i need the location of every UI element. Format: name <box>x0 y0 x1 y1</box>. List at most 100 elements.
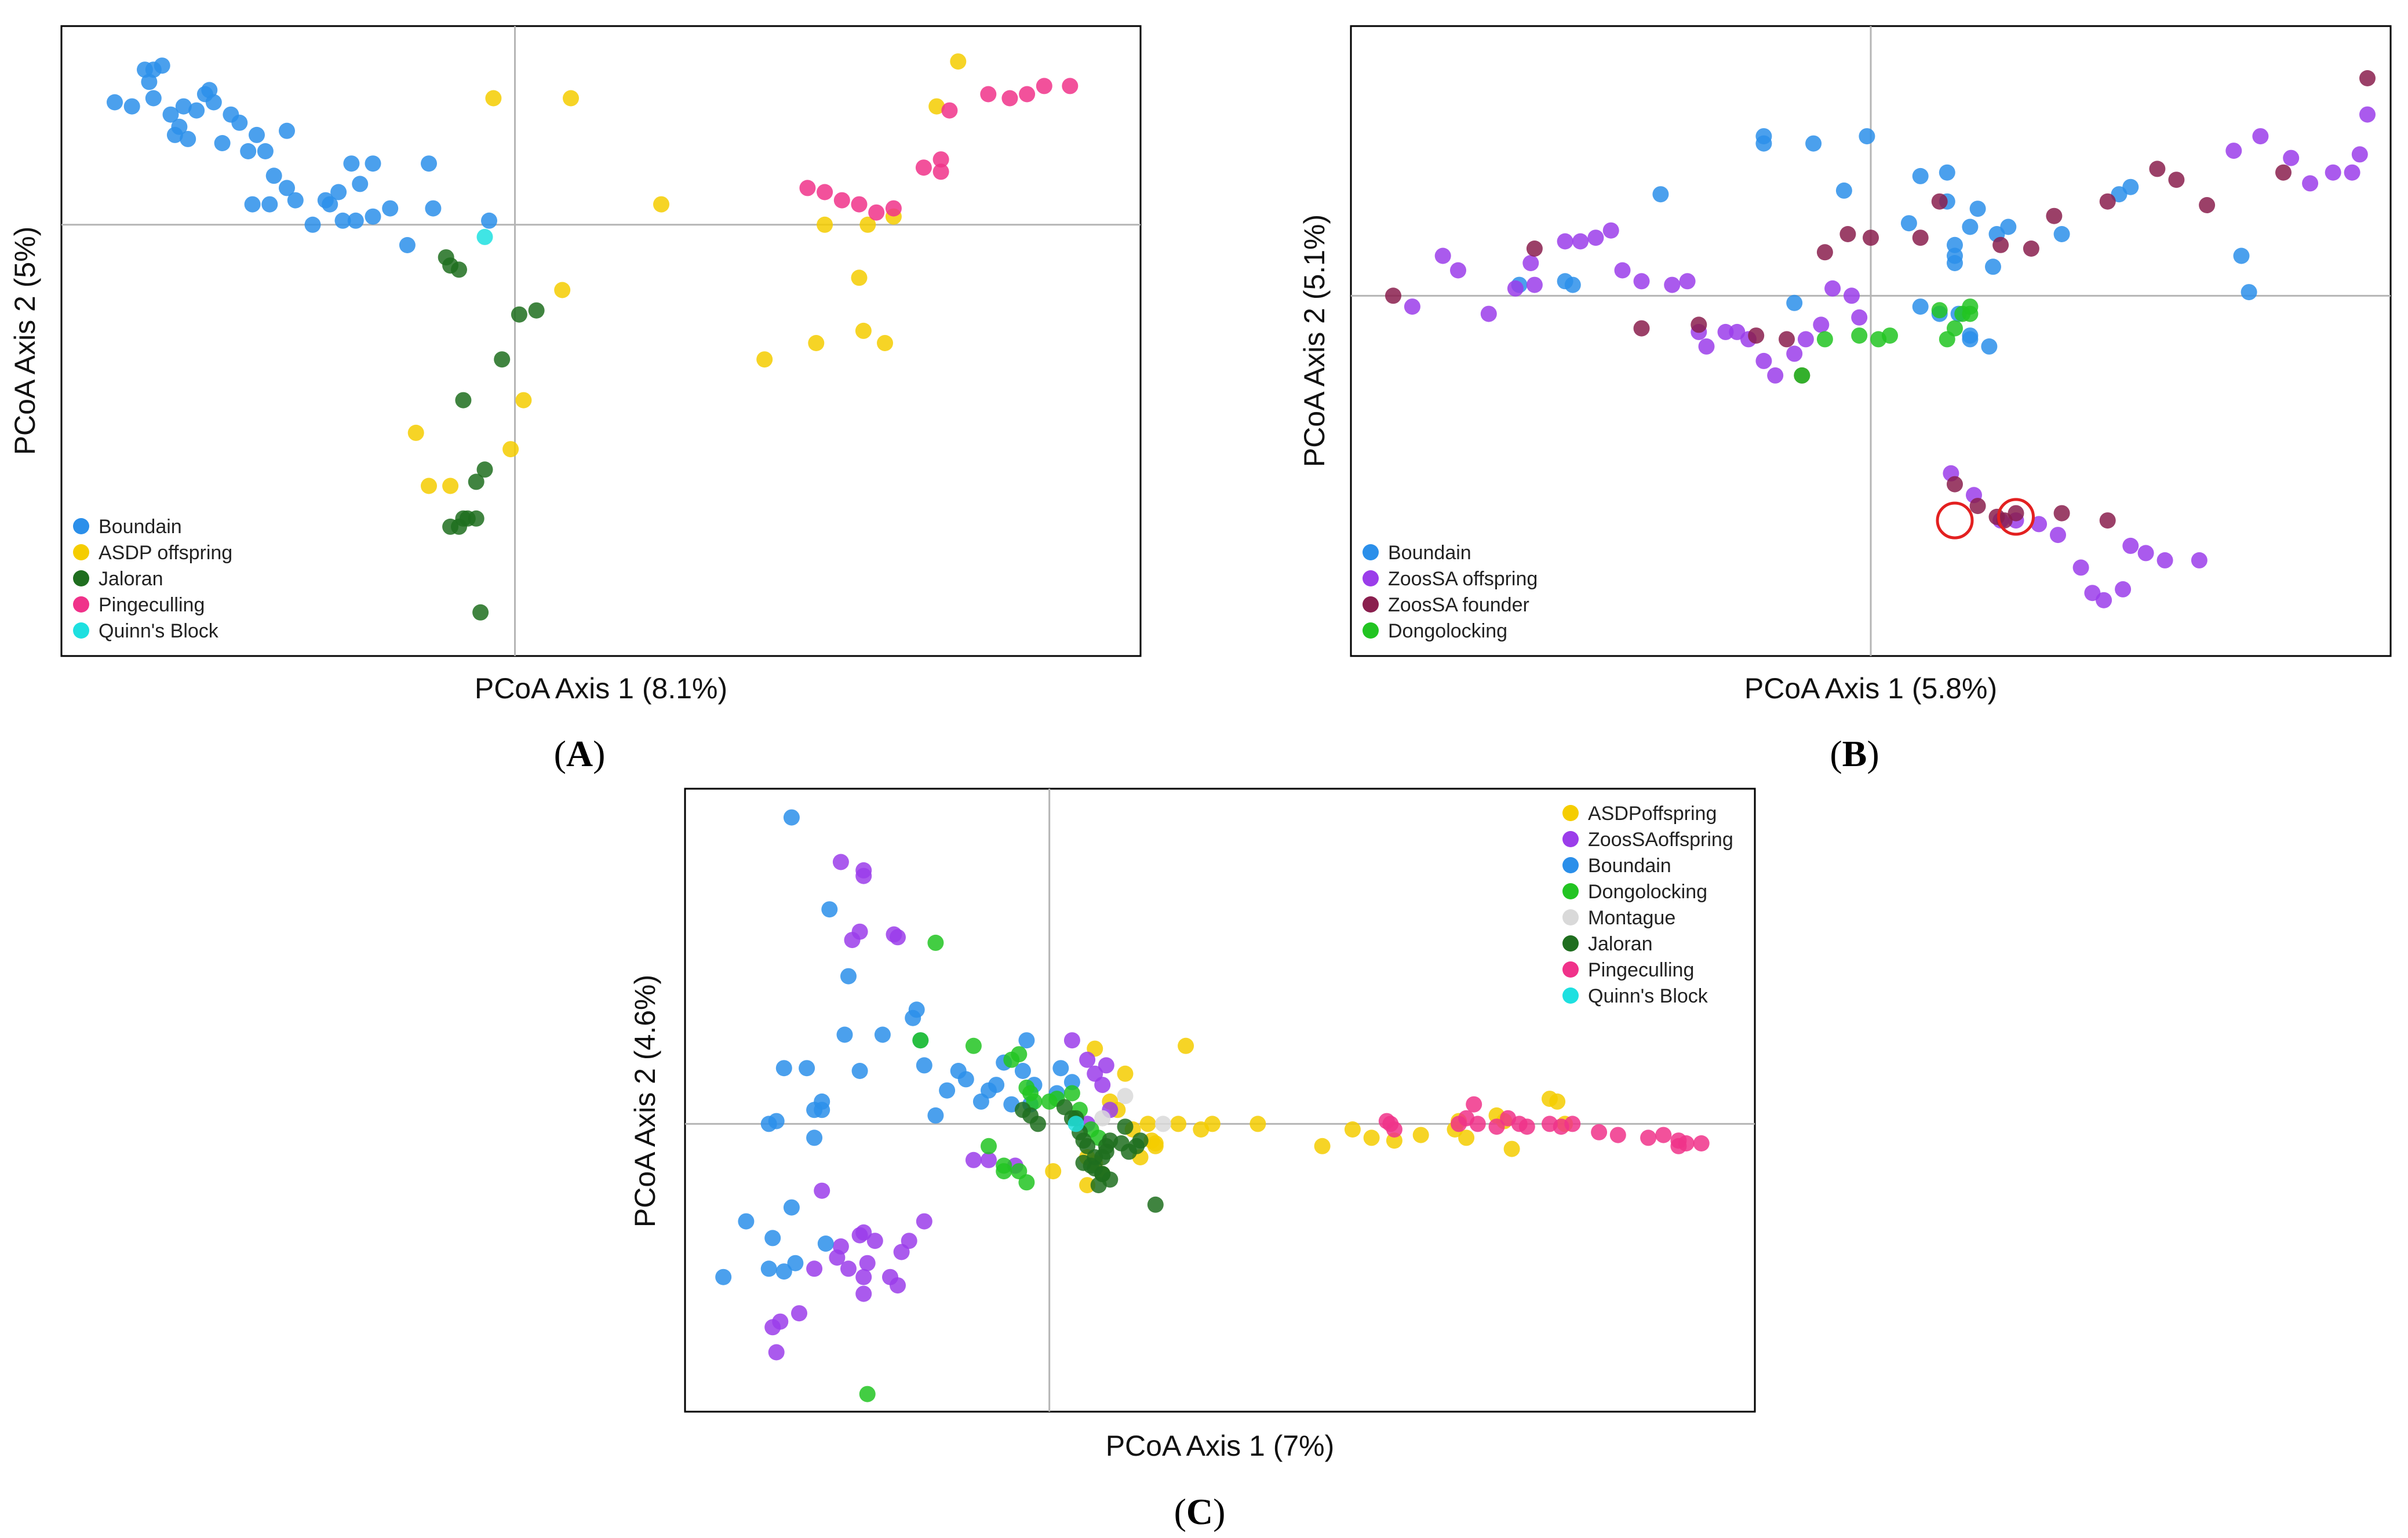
point-pingeculling <box>1062 78 1079 94</box>
series-zoossa-founder-b <box>1385 70 2376 529</box>
point-jaloran <box>1132 1132 1149 1149</box>
point-pingeculling <box>833 192 850 209</box>
legend-label-jaloran: Jaloran <box>99 568 163 590</box>
point-zoossa-offspring <box>1717 323 1734 340</box>
point-boundain <box>330 184 347 201</box>
point-zoossaoffspring <box>1079 1051 1096 1068</box>
point-zoossa-founder <box>2359 70 2376 86</box>
point-jaloran <box>1075 1154 1092 1171</box>
legend-label-zoossaoffspring: ZoosSAoffspring <box>1588 829 1733 851</box>
point-boundain <box>939 1082 956 1099</box>
point-zoossa-offspring <box>2122 537 2139 554</box>
point-boundain <box>874 1026 891 1043</box>
point-boundain <box>347 212 364 229</box>
point-zoossa-offspring <box>1767 367 1784 384</box>
point-zoossa-offspring <box>2137 545 2154 562</box>
point-boundain <box>821 901 838 918</box>
point-zoossa-offspring <box>1786 345 1803 362</box>
point-boundain <box>840 968 857 985</box>
point-boundain <box>123 98 140 115</box>
point-zoossa-founder <box>2275 164 2292 181</box>
point-zoossaoffspring <box>1094 1077 1111 1094</box>
point-zoossa-offspring <box>2191 552 2207 568</box>
point-jaloran <box>1147 1196 1164 1213</box>
x-axis-title-a: PCoA Axis 1 (8.1%) <box>475 672 727 705</box>
point-asdp-offspring <box>817 216 833 233</box>
point-asdp-offspring <box>485 90 502 107</box>
legend-swatch-quinn-s-block <box>73 622 89 639</box>
series-zoossa-offspring-b <box>1404 106 2376 608</box>
point-zoossaoffspring <box>772 1313 789 1330</box>
point-boundain <box>244 196 261 213</box>
point-jaloran <box>528 302 545 319</box>
point-asdpoffspring <box>1079 1177 1096 1194</box>
panel-label-b: (B) <box>1830 733 1879 774</box>
point-zoossa-offspring <box>1434 247 1451 264</box>
point-boundain <box>1835 182 1852 199</box>
point-boundain <box>1985 258 2001 275</box>
point-zoossa-founder <box>2053 505 2070 522</box>
point-boundain <box>188 102 205 119</box>
point-boundain <box>1652 186 1669 203</box>
point-asdpoffspring <box>1178 1037 1194 1054</box>
point-zoossa-founder <box>2023 240 2039 257</box>
point-boundain <box>154 57 170 74</box>
legend-swatch-asdpoffspring <box>1562 805 1579 821</box>
point-zoossa-offspring <box>1851 309 1868 326</box>
point-zoossa-founder <box>2099 512 2116 529</box>
point-jaloran <box>1030 1116 1046 1132</box>
point-boundain <box>916 1057 932 1074</box>
highlight-circle <box>1936 501 1974 540</box>
point-pingeculling <box>1693 1135 1710 1151</box>
point-zoossa-founder <box>2149 161 2166 177</box>
point-zoossa-founder <box>2099 193 2116 210</box>
point-zoossa-offspring <box>2283 150 2300 166</box>
point-zoossa-offspring <box>2344 164 2360 181</box>
point-boundain <box>304 216 321 233</box>
legend-label-boundain: Boundain <box>99 516 182 538</box>
point-pingeculling <box>980 86 997 103</box>
point-boundain <box>261 196 278 213</box>
point-dongolocking <box>1962 298 1979 315</box>
legend-swatch-pingeculling <box>1562 961 1579 978</box>
legend-swatch-boundain <box>1562 857 1579 873</box>
point-pingeculling <box>941 102 958 119</box>
point-boundain <box>265 167 282 184</box>
point-asdpoffspring <box>1412 1127 1429 1143</box>
legend-label-dongolocking: Dongolocking <box>1388 620 1507 642</box>
series-jaloran-a <box>438 249 545 621</box>
legend-label-zoossa-founder: ZoosSA founder <box>1388 594 1529 616</box>
series-pingeculling-a <box>799 78 1079 221</box>
legend-label-quinn-s-block: Quinn's Block <box>1588 985 1708 1007</box>
point-asdpoffspring <box>1549 1093 1566 1110</box>
point-zoossa-offspring <box>1664 276 1681 293</box>
point-boundain <box>851 1063 868 1079</box>
point-zoossaoffspring <box>890 1277 906 1294</box>
point-zoossa-offspring <box>1679 273 1696 290</box>
point-dongolocking <box>981 1138 997 1154</box>
legend-b: Boundain ZoosSA offspring ZoosSA founder Do… <box>1363 542 1538 642</box>
point-zoossa-founder <box>1969 498 1986 515</box>
point-zoossa-offspring <box>1844 287 1860 304</box>
legend-swatch-dongolocking <box>1363 622 1379 639</box>
legend-label-dongolocking: Dongolocking <box>1588 881 1707 903</box>
point-boundain <box>775 1060 792 1077</box>
point-zoossa-offspring <box>1572 233 1589 250</box>
point-asdp-offspring <box>928 98 945 115</box>
point-dongolocking <box>1947 320 1963 337</box>
point-dongolocking <box>1931 302 1948 319</box>
point-zoossaoffspring <box>840 1260 857 1277</box>
point-boundain <box>1755 135 1772 152</box>
series-dongolocking-b <box>1794 298 1979 384</box>
legend-label-zoossa-offspring: ZoosSA offspring <box>1388 568 1538 590</box>
point-zoossa-offspring <box>2096 592 2112 608</box>
points-c <box>715 809 1710 1402</box>
point-zoossa-founder <box>1779 331 1795 348</box>
point-quinn-s-block <box>1068 1116 1084 1132</box>
point-dongolocking <box>1794 367 1810 384</box>
series-montague-c <box>1094 1088 1171 1132</box>
point-asdp-offspring <box>407 424 424 441</box>
point-zoossa-offspring <box>2359 106 2376 123</box>
point-boundain <box>775 1263 792 1280</box>
point-boundain <box>799 1060 815 1077</box>
